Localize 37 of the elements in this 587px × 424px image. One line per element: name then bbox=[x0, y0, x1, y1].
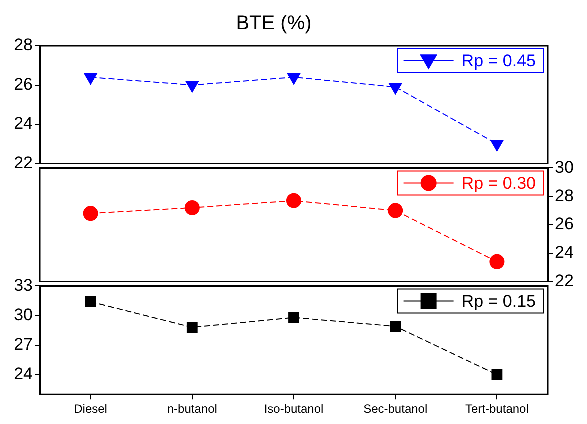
point bbox=[288, 312, 300, 324]
y-tick-label: 24 bbox=[555, 243, 574, 262]
legend-label: Rp = 0.15 bbox=[462, 292, 536, 311]
point bbox=[85, 296, 96, 308]
point bbox=[389, 83, 402, 95]
point bbox=[186, 81, 199, 93]
y-tick-label: 22 bbox=[555, 271, 574, 290]
y-tick-label: 24 bbox=[14, 114, 33, 134]
y-tick-label: 26 bbox=[555, 214, 574, 234]
point bbox=[83, 206, 98, 222]
x-tick-label: Diesel bbox=[74, 402, 108, 416]
point bbox=[84, 73, 98, 85]
point bbox=[388, 203, 404, 218]
x-tick-label: n-butanol bbox=[167, 402, 218, 416]
y-tick-label: 27 bbox=[14, 335, 33, 354]
x-tick-label: Tert-butanol bbox=[466, 402, 529, 416]
y-tick-label: 22 bbox=[14, 153, 33, 172]
point bbox=[490, 140, 504, 152]
chart-title: BTE (%) bbox=[236, 12, 312, 35]
y-tick-label: 28 bbox=[14, 36, 33, 55]
legend-label: Rp = 0.30 bbox=[462, 174, 536, 193]
point bbox=[490, 254, 505, 270]
point bbox=[390, 321, 402, 332]
point bbox=[492, 369, 503, 380]
x-tick-label: Sec-butanol bbox=[364, 402, 428, 416]
point bbox=[287, 73, 301, 85]
y-tick-label: 26 bbox=[14, 74, 33, 94]
legend-label: Rp = 0.45 bbox=[462, 52, 536, 71]
y-tick-label: 24 bbox=[14, 364, 33, 384]
point bbox=[184, 200, 200, 216]
point bbox=[186, 322, 198, 334]
y-tick-label: 30 bbox=[555, 158, 574, 177]
y-tick-label: 28 bbox=[555, 186, 574, 206]
point bbox=[286, 193, 302, 208]
x-tick-label: Iso-butanol bbox=[264, 402, 324, 416]
y-tick-label: 33 bbox=[14, 276, 33, 295]
y-tick-label: 30 bbox=[14, 305, 33, 324]
